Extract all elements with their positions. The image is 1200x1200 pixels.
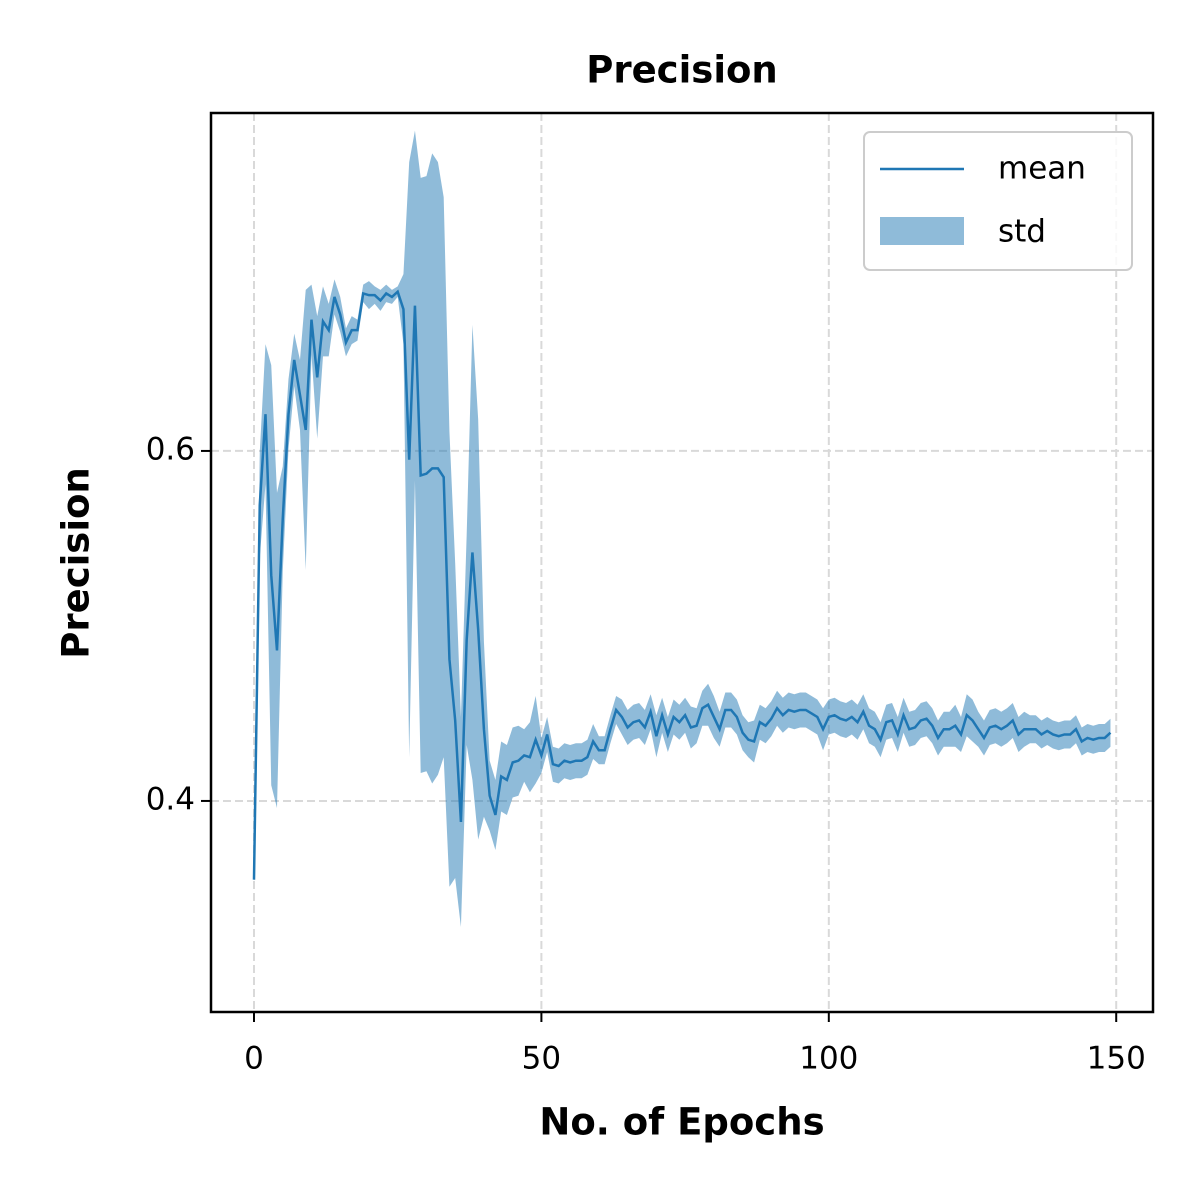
x-tick-label: 100 [799, 1041, 858, 1077]
x-tick-label: 150 [1087, 1041, 1146, 1077]
plot-frame [209, 111, 1155, 1014]
x-axis-label: No. of Epochs [539, 1101, 824, 1144]
legend-swatch [880, 217, 964, 245]
chart-title: Precision [586, 49, 778, 92]
x-tick-label: 0 [244, 1041, 264, 1077]
y-tick-label: 0.6 [146, 431, 195, 467]
mean-line [252, 289, 1112, 880]
y-axis-label: Precision [55, 467, 98, 659]
y-tick-label: 0.4 [146, 781, 195, 817]
x-tick-label: 50 [522, 1041, 561, 1077]
legend-label: mean [998, 151, 1086, 187]
legend-label: std [998, 214, 1046, 250]
